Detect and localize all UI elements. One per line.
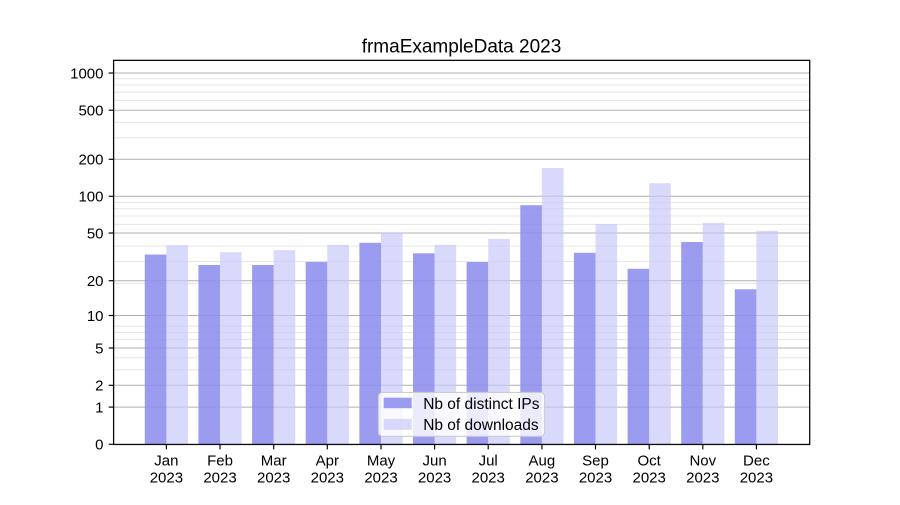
svg-text:Oct: Oct <box>638 452 662 469</box>
svg-text:10: 10 <box>87 308 104 325</box>
svg-text:500: 500 <box>78 103 103 120</box>
svg-text:2023: 2023 <box>472 470 505 487</box>
svg-text:Feb: Feb <box>207 452 233 469</box>
svg-text:2023: 2023 <box>418 470 451 487</box>
svg-text:Apr: Apr <box>316 452 339 469</box>
svg-text:2023: 2023 <box>686 470 719 487</box>
svg-text:Dec: Dec <box>743 452 770 469</box>
svg-text:2023: 2023 <box>579 470 612 487</box>
svg-text:Jun: Jun <box>423 452 447 469</box>
svg-text:200: 200 <box>78 152 103 169</box>
svg-text:Jul: Jul <box>479 452 498 469</box>
svg-text:2023: 2023 <box>203 470 236 487</box>
svg-text:2023: 2023 <box>525 470 558 487</box>
svg-text:1: 1 <box>95 400 103 417</box>
svg-text:2023: 2023 <box>311 470 344 487</box>
svg-text:20: 20 <box>87 273 104 290</box>
svg-text:2023: 2023 <box>150 470 183 487</box>
svg-text:Nov: Nov <box>689 452 716 469</box>
svg-text:Aug: Aug <box>529 452 556 469</box>
svg-text:2023: 2023 <box>257 470 290 487</box>
svg-text:0: 0 <box>95 437 103 454</box>
svg-text:5: 5 <box>95 340 103 357</box>
svg-text:Nb of downloads: Nb of downloads <box>423 417 539 434</box>
svg-text:Nb of distinct IPs: Nb of distinct IPs <box>423 396 540 413</box>
svg-text:Sep: Sep <box>582 452 609 469</box>
svg-text:50: 50 <box>87 225 104 242</box>
svg-text:100: 100 <box>78 189 103 206</box>
svg-text:2023: 2023 <box>364 470 397 487</box>
svg-text:May: May <box>367 452 396 469</box>
svg-text:Mar: Mar <box>261 452 287 469</box>
svg-text:1000: 1000 <box>70 65 103 82</box>
svg-text:frmaExampleData 2023: frmaExampleData 2023 <box>362 37 562 58</box>
svg-text:2023: 2023 <box>633 470 666 487</box>
svg-text:2: 2 <box>95 378 103 395</box>
svg-text:2023: 2023 <box>740 470 773 487</box>
svg-text:Jan: Jan <box>154 452 178 469</box>
